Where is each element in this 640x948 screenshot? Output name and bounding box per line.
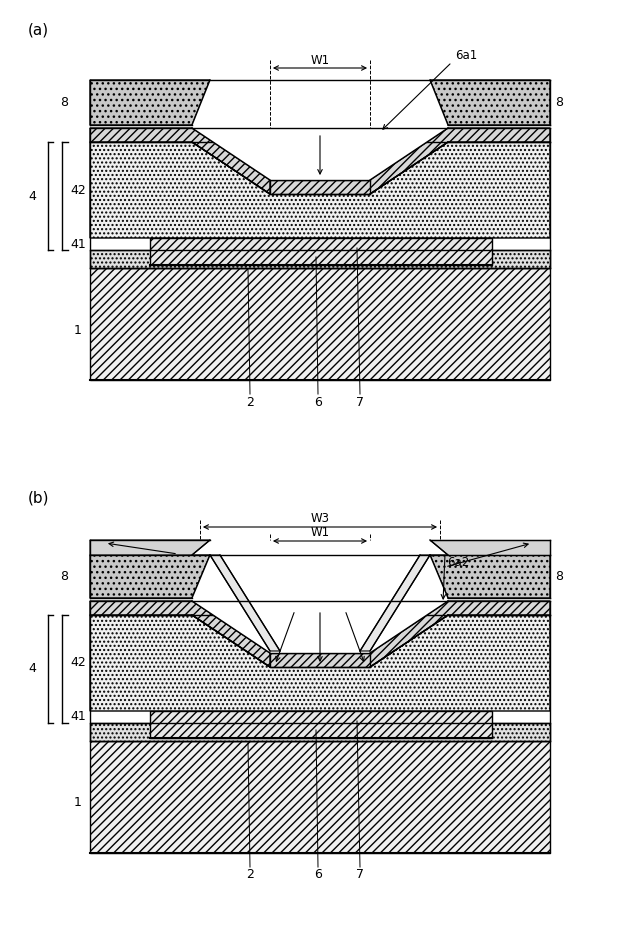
Text: 1: 1 [74,796,82,810]
Text: 6a1: 6a1 [455,48,477,62]
Polygon shape [430,80,550,125]
Polygon shape [220,555,420,651]
Text: 8: 8 [555,96,563,109]
Polygon shape [360,555,430,651]
Text: 42: 42 [70,657,86,669]
Text: 7: 7 [356,395,364,409]
Text: 6: 6 [314,395,322,409]
Text: 42: 42 [70,184,86,196]
Polygon shape [90,601,270,667]
Text: 8: 8 [60,96,68,109]
Text: 2: 2 [246,868,254,882]
Text: 6a1: 6a1 [447,541,469,555]
Polygon shape [270,653,370,667]
Polygon shape [370,601,550,667]
Polygon shape [150,711,492,738]
Polygon shape [192,601,448,653]
Polygon shape [430,555,550,598]
Text: 6a2: 6a2 [152,541,174,555]
Text: 8: 8 [555,570,563,583]
Polygon shape [90,741,550,853]
Polygon shape [90,615,550,711]
Text: 1: 1 [74,323,82,337]
Polygon shape [270,180,370,194]
Text: 6: 6 [314,868,322,882]
Text: W1: W1 [310,526,330,539]
Polygon shape [192,128,448,180]
Polygon shape [90,540,210,555]
Polygon shape [90,555,210,598]
Text: (b): (b) [28,490,49,505]
Polygon shape [192,80,448,125]
Polygon shape [90,80,210,125]
Text: (a): (a) [28,22,49,37]
Polygon shape [192,555,448,598]
Polygon shape [90,250,550,268]
Polygon shape [430,540,550,555]
Polygon shape [90,128,270,194]
Text: 41: 41 [70,710,86,723]
Polygon shape [90,268,550,380]
Text: 2: 2 [246,395,254,409]
Polygon shape [90,723,550,741]
Text: W3: W3 [310,513,330,525]
Text: 6a2: 6a2 [447,556,469,569]
Polygon shape [370,128,550,194]
Text: 7: 7 [356,868,364,882]
Polygon shape [210,555,280,651]
Text: 8: 8 [60,570,68,583]
Polygon shape [150,238,492,265]
Text: 4: 4 [28,190,36,203]
Text: 4: 4 [28,663,36,676]
Text: 41: 41 [70,238,86,250]
Text: W1: W1 [310,53,330,66]
Polygon shape [210,540,430,555]
Polygon shape [90,142,550,238]
